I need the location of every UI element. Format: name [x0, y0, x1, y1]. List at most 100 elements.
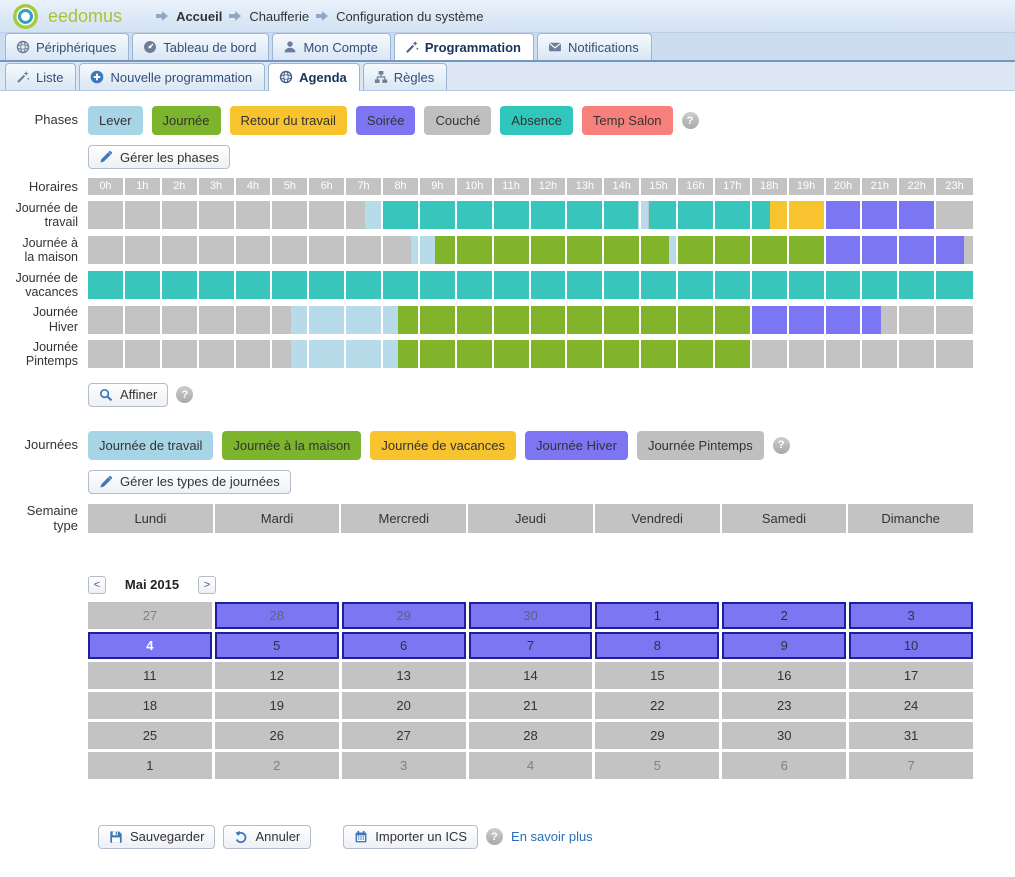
calendar-day[interactable]: 31 — [849, 721, 973, 749]
timeline-segment[interactable] — [963, 236, 973, 265]
phase-couche[interactable]: Couché — [424, 106, 492, 135]
tab-nouvelle-programmation[interactable]: Nouvelle programmation — [79, 63, 266, 90]
timeline-segment[interactable] — [290, 340, 398, 369]
calendar-day[interactable]: 1 — [88, 751, 212, 779]
timeline-segment[interactable] — [638, 201, 649, 230]
calendar-day[interactable]: 27 — [341, 721, 466, 749]
weekday-mercredi[interactable]: Mercredi — [341, 503, 467, 533]
help-icon[interactable]: ? — [772, 436, 790, 454]
calendar-day[interactable]: 24 — [849, 691, 973, 719]
calendar-next-button[interactable]: > — [198, 575, 216, 594]
timeline-segment[interactable] — [364, 201, 383, 230]
timeline-segment[interactable] — [88, 236, 411, 265]
timeline-segment[interactable] — [880, 305, 973, 334]
calendar-day[interactable]: 5 — [595, 751, 720, 779]
calendar-day[interactable]: 21 — [468, 691, 593, 719]
day-type-journee-de-vacances[interactable]: Journée de vacances — [370, 430, 517, 460]
calendar-day-selected[interactable]: 4 — [88, 631, 212, 659]
calendar-day[interactable]: 27 — [88, 601, 212, 629]
phase-absence[interactable]: Absence — [500, 106, 573, 135]
calendar-day[interactable]: 2 — [722, 601, 847, 629]
timeline-row-journee-hiver[interactable] — [88, 305, 973, 334]
timeline-segment[interactable] — [825, 201, 937, 230]
calendar-day[interactable]: 22 — [595, 691, 720, 719]
calendar-day[interactable]: 18 — [88, 691, 212, 719]
tab-regles[interactable]: Règles — [362, 63, 448, 90]
timeline-segment[interactable] — [751, 340, 973, 369]
timeline-segment[interactable] — [88, 305, 291, 334]
timeline-segment[interactable] — [382, 201, 639, 230]
calendar-day[interactable]: 9 — [722, 631, 847, 659]
calendar-day[interactable]: 15 — [595, 661, 720, 689]
weekday-vendredi[interactable]: Vendredi — [594, 503, 720, 533]
breadcrumb-item-configuration-du-systeme[interactable]: Configuration du système — [336, 8, 484, 24]
timeline-row-journee-de-vacances[interactable] — [88, 270, 973, 299]
calendar-day[interactable]: 29 — [341, 601, 466, 629]
affiner-button[interactable]: Affiner — [88, 382, 169, 407]
calendar-day[interactable]: 26 — [214, 721, 339, 749]
timeline-segment[interactable] — [648, 201, 771, 230]
weekday-mardi[interactable]: Mardi — [214, 503, 340, 533]
phase-journee[interactable]: Journée — [151, 106, 221, 135]
day-type-journee-de-travail[interactable]: Journée de travail — [88, 430, 214, 460]
calendar-day[interactable]: 20 — [341, 691, 466, 719]
calendar-day[interactable]: 25 — [88, 721, 212, 749]
timeline-segment[interactable] — [825, 236, 964, 265]
timeline-segment[interactable] — [410, 236, 435, 265]
phase-retour-du-travail[interactable]: Retour du travail — [229, 106, 347, 135]
calendar-day[interactable]: 6 — [722, 751, 847, 779]
calendar-day[interactable]: 12 — [214, 661, 339, 689]
calendar-day[interactable]: 2 — [214, 751, 339, 779]
calendar-prev-button[interactable]: < — [88, 575, 106, 594]
timeline-row-journee-pintemps[interactable] — [88, 340, 973, 369]
calendar-day[interactable]: 1 — [595, 601, 720, 629]
calendar-day[interactable]: 3 — [341, 751, 466, 779]
timeline-segment[interactable] — [290, 305, 398, 334]
tab-notifications[interactable]: Notifications — [536, 33, 652, 60]
weekday-lundi[interactable]: Lundi — [88, 503, 213, 533]
timeline-row-journee-a-la-maison[interactable] — [88, 236, 973, 265]
manage-day-types-button[interactable]: Gérer les types de journées — [88, 469, 291, 494]
help-icon[interactable]: ? — [176, 386, 194, 404]
weekday-jeudi[interactable]: Jeudi — [468, 503, 593, 533]
weekday-samedi[interactable]: Samedi — [721, 503, 847, 533]
tab-tableau-de-bord[interactable]: Tableau de bord — [132, 33, 270, 60]
calendar-day[interactable]: 5 — [214, 631, 339, 659]
calendar-day[interactable]: 29 — [595, 721, 720, 749]
calendar-day[interactable]: 19 — [214, 691, 339, 719]
day-type-journee-hiver[interactable]: Journée Hiver — [525, 430, 628, 460]
timeline-segment[interactable] — [434, 236, 669, 265]
calendar-day[interactable]: 8 — [595, 631, 720, 659]
timeline-segment[interactable] — [751, 305, 881, 334]
timeline-segment[interactable] — [677, 236, 826, 265]
calendar-day[interactable]: 28 — [214, 601, 339, 629]
calendar-day[interactable]: 30 — [722, 721, 847, 749]
phase-temp-salon[interactable]: Temp Salon — [581, 106, 673, 135]
help-icon[interactable]: ? — [681, 112, 699, 129]
calendar-day[interactable]: 11 — [88, 661, 212, 689]
manage-phases-button[interactable]: Gérer les phases — [88, 145, 230, 169]
calendar-day[interactable]: 14 — [468, 661, 593, 689]
calendar-day[interactable]: 10 — [849, 631, 973, 659]
tab-programmation[interactable]: Programmation — [393, 33, 534, 60]
timeline-segment[interactable] — [397, 340, 752, 369]
calendar-day[interactable]: 6 — [341, 631, 466, 659]
calendar-day[interactable]: 4 — [468, 751, 593, 779]
eedomus-logo[interactable]: eedomus — [12, 3, 122, 30]
calendar-day[interactable]: 3 — [849, 601, 973, 629]
breadcrumb-item-chaufferie[interactable]: Chaufferie — [249, 8, 310, 24]
calendar-day[interactable]: 16 — [722, 661, 847, 689]
day-type-journee-pintemps[interactable]: Journée Pintemps — [636, 430, 764, 460]
phase-lever[interactable]: Lever — [88, 106, 143, 135]
calendar-day[interactable]: 23 — [722, 691, 847, 719]
calendar-day[interactable]: 7 — [468, 631, 593, 659]
timeline-segment[interactable] — [88, 201, 365, 230]
timeline-segment[interactable] — [88, 270, 973, 299]
cancel-button[interactable]: Annuler — [223, 824, 312, 849]
tab-liste[interactable]: Liste — [5, 63, 77, 90]
calendar-day[interactable]: 13 — [341, 661, 466, 689]
phase-soiree[interactable]: Soirée — [355, 106, 416, 135]
calendar-day[interactable]: 28 — [468, 721, 593, 749]
tab-mon-compte[interactable]: Mon Compte — [272, 33, 391, 60]
learn-more-link[interactable]: En savoir plus — [511, 829, 593, 845]
